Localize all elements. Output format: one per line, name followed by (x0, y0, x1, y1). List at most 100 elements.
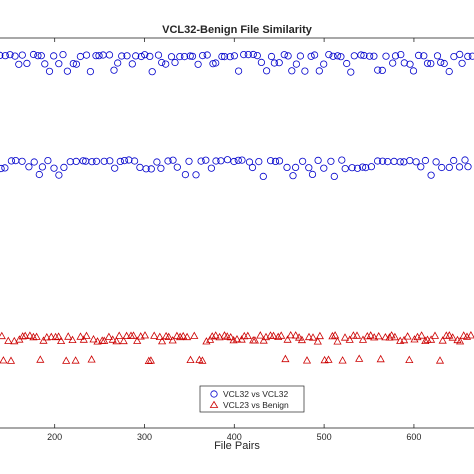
point-vcl32-vs-vcl32 (417, 163, 425, 171)
point-vcl32-vs-vcl32 (445, 67, 453, 76)
point-vcl32-vs-vcl32 (164, 157, 172, 165)
point-vcl23-vs-benign (108, 335, 117, 343)
point-vcl23-vs-benign (190, 331, 199, 339)
point-vcl23-vs-benign (71, 356, 80, 364)
point-vcl23-vs-benign (21, 331, 30, 339)
point-vcl23-vs-benign (6, 356, 16, 364)
point-vcl32-vs-vcl32 (176, 52, 184, 61)
point-vcl32-vs-vcl32 (338, 156, 346, 164)
point-vcl23-vs-benign (445, 331, 454, 339)
point-vcl23-vs-benign (155, 332, 164, 341)
point-vcl32-vs-vcl32 (341, 165, 349, 173)
point-vcl32-vs-vcl32 (63, 67, 72, 75)
point-vcl32-vs-vcl32 (105, 51, 114, 59)
point-vcl23-vs-benign (198, 356, 207, 364)
point-vcl32-vs-vcl32 (0, 164, 5, 173)
point-vcl32-vs-vcl32 (362, 164, 370, 172)
point-vcl32-vs-vcl32 (275, 59, 283, 67)
point-vcl32-vs-vcl32 (308, 170, 317, 178)
point-vcl32-vs-vcl32 (438, 163, 446, 172)
point-vcl32-vs-vcl32 (66, 158, 74, 166)
point-vcl32-vs-vcl32 (185, 157, 193, 165)
point-vcl23-vs-benign (390, 332, 399, 341)
point-vcl32-vs-vcl32 (146, 52, 154, 61)
point-vcl32-vs-vcl32 (374, 66, 382, 74)
point-vcl32-vs-vcl32 (427, 171, 435, 179)
point-vcl32-vs-vcl32 (240, 50, 248, 59)
point-vcl32-vs-vcl32 (458, 59, 466, 67)
point-vcl32-vs-vcl32 (167, 53, 176, 61)
point-vcl32-vs-vcl32 (238, 156, 246, 164)
point-vcl32-vs-vcl32 (389, 59, 397, 67)
point-vcl32-vs-vcl32 (118, 52, 126, 60)
point-vcl32-vs-vcl32 (6, 51, 14, 59)
point-vcl32-vs-vcl32 (35, 170, 43, 179)
point-vcl32-vs-vcl32 (128, 60, 136, 68)
legend: VCL32 vs VCL32 VCL23 vs Benign (199, 385, 305, 413)
point-vcl32-vs-vcl32 (137, 52, 145, 61)
legend-marker-benign (209, 400, 219, 408)
point-vcl32-vs-vcl32 (0, 51, 4, 59)
point-vcl23-vs-benign (338, 356, 347, 364)
point-vcl23-vs-benign (115, 331, 124, 339)
point-vcl32-vs-vcl32 (230, 157, 238, 166)
point-vcl32-vs-vcl32 (106, 157, 114, 165)
point-vcl32-vs-vcl32 (433, 52, 442, 60)
point-vcl32-vs-vcl32 (157, 164, 165, 172)
point-vcl32-vs-vcl32 (223, 156, 232, 164)
chart-title: VCL32-Benign File Similarity (162, 24, 313, 36)
point-vcl23-vs-benign (405, 355, 414, 364)
point-vcl32-vs-vcl32 (123, 52, 131, 60)
point-vcl32-vs-vcl32 (192, 171, 200, 179)
point-vcl32-vs-vcl32 (320, 60, 328, 68)
point-vcl32-vs-vcl32 (249, 50, 257, 59)
point-vcl23-vs-benign (47, 332, 56, 341)
point-vcl23-vs-benign (269, 331, 278, 339)
point-vcl32-vs-vcl32 (455, 163, 464, 171)
point-vcl23-vs-benign (64, 332, 73, 340)
point-vcl23-vs-benign (42, 332, 51, 341)
point-vcl23-vs-benign (150, 331, 159, 339)
point-vcl23-vs-benign (331, 331, 340, 339)
point-vcl23-vs-benign (438, 336, 447, 344)
point-vcl32-vs-vcl32 (333, 52, 342, 60)
point-vcl32-vs-vcl32 (248, 163, 257, 172)
point-vcl32-vs-vcl32 (207, 164, 215, 172)
point-vcl32-vs-vcl32 (209, 60, 217, 68)
point-vcl32-vs-vcl32 (347, 68, 355, 76)
point-vcl23-vs-benign (435, 356, 445, 364)
point-vcl32-vs-vcl32 (262, 67, 271, 75)
point-vcl32-vs-vcl32 (114, 59, 122, 67)
point-vcl23-vs-benign (381, 332, 390, 341)
point-vcl32-vs-vcl32 (148, 68, 156, 76)
point-vcl32-vs-vcl32 (325, 50, 333, 59)
point-vcl32-vs-vcl32 (25, 163, 33, 171)
point-vcl32-vs-vcl32 (110, 66, 118, 74)
point-vcl23-vs-benign (119, 336, 128, 345)
point-vcl32-vs-vcl32 (235, 67, 243, 75)
point-vcl23-vs-benign (387, 331, 396, 339)
point-vcl32-vs-vcl32 (314, 156, 322, 164)
point-vcl32-vs-vcl32 (456, 50, 464, 59)
point-vcl32-vs-vcl32 (378, 66, 386, 75)
point-vcl23-vs-benign (140, 331, 150, 339)
point-vcl32-vs-vcl32 (259, 172, 267, 180)
point-vcl32-vs-vcl32 (1, 52, 9, 60)
point-vcl23-vs-benign (164, 332, 173, 341)
point-vcl23-vs-benign (259, 336, 268, 344)
point-vcl23-vs-benign (129, 331, 138, 339)
point-vcl23-vs-benign (283, 335, 292, 343)
point-vcl23-vs-benign (355, 354, 364, 362)
point-vcl32-vs-vcl32 (296, 52, 304, 60)
point-vcl32-vs-vcl32 (141, 51, 149, 59)
point-vcl32-vs-vcl32 (234, 156, 242, 164)
point-vcl23-vs-benign (256, 331, 265, 339)
point-vcl32-vs-vcl32 (420, 52, 428, 60)
point-vcl23-vs-benign (313, 337, 322, 345)
point-vcl23-vs-benign (274, 332, 283, 341)
point-vcl23-vs-benign (215, 332, 224, 341)
point-vcl32-vs-vcl32 (212, 59, 220, 67)
point-vcl32-vs-vcl32 (38, 163, 47, 171)
point-vcl32-vs-vcl32 (11, 52, 19, 60)
